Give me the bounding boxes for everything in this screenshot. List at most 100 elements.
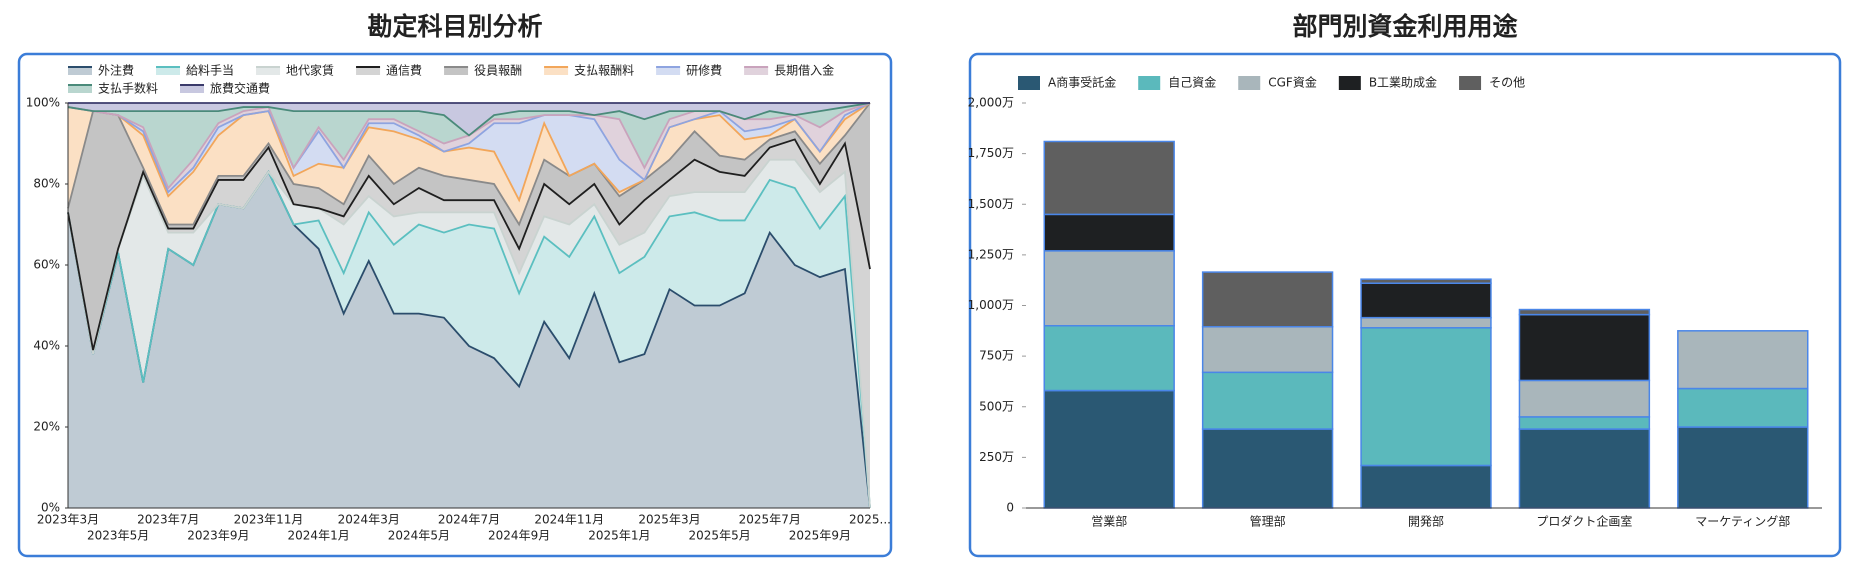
x-tick-label: 開発部 (1408, 514, 1444, 529)
y-tick-label: 1,000万 (968, 298, 1014, 312)
x-tick-label: 2023年3月 (37, 513, 99, 527)
area (68, 103, 870, 193)
legend-swatch (656, 67, 681, 75)
legend-swatch (256, 67, 281, 75)
legend-label: 自己資金 (1168, 75, 1216, 90)
y-tick-label: 1,500万 (968, 197, 1014, 211)
legend-swatch (444, 67, 469, 75)
area-line (67, 102, 871, 137)
bar (1201, 326, 1334, 374)
area (68, 103, 870, 351)
bar (1677, 387, 1809, 428)
legend-label: 給料手当 (186, 64, 234, 78)
legend-swatch (180, 85, 205, 93)
x-tick-label: 2024年7月 (438, 513, 500, 527)
legend-swatch (68, 85, 92, 93)
bar (1518, 379, 1651, 418)
y-tick-label: 0 (1006, 501, 1014, 515)
bar (1360, 282, 1492, 319)
area-line (67, 102, 871, 227)
legend-label: 支払手数料 (98, 81, 158, 96)
area (68, 171, 870, 508)
x-tick-label: 2025... (849, 513, 891, 527)
y-tick-label: 500万 (979, 399, 1014, 413)
legend-swatch (1138, 76, 1161, 90)
x-tick-label: 2025年3月 (638, 513, 700, 527)
legend-swatch (1018, 76, 1040, 90)
chart-title: 部門別資金利用用途 (1292, 12, 1518, 41)
y-tick-label: 250万 (979, 450, 1014, 464)
legend-swatch (68, 67, 92, 75)
y-tick-label: 60% (33, 258, 60, 272)
legend-label: 地代家賃 (286, 63, 334, 78)
x-tick-label: 2025年5月 (689, 529, 751, 543)
bar (1518, 313, 1651, 382)
area-line (67, 138, 871, 351)
x-tick-label: 2023年9月 (187, 529, 249, 543)
bar (1360, 327, 1492, 467)
bar (1518, 308, 1651, 316)
area-line (67, 102, 871, 203)
legend-swatch (1238, 76, 1261, 90)
x-tick-label: 2023年11月 (234, 513, 304, 527)
bar (1043, 250, 1175, 327)
x-tick-label: 2024年11月 (534, 513, 604, 527)
y-tick-label: 80% (33, 177, 60, 191)
area (68, 171, 870, 508)
x-tick-label: プロダクト企画室 (1536, 514, 1632, 529)
bar (1518, 416, 1651, 430)
chart-title: 勘定科目別分析 (367, 12, 542, 41)
y-tick-label: 0% (41, 501, 60, 515)
legend-swatch (544, 67, 569, 75)
x-tick-label: 2025年7月 (739, 513, 801, 527)
area-line (67, 102, 871, 194)
legend-label: 長期借入金 (774, 63, 834, 78)
area (68, 159, 870, 508)
legend-label: 外注費 (98, 63, 134, 78)
bar (1201, 428, 1334, 509)
x-tick-label: 2023年7月 (137, 513, 199, 527)
legend-label: 支払報酬料 (574, 64, 634, 78)
bar (1043, 213, 1175, 252)
legend-swatch (356, 67, 381, 75)
legend-swatch (1338, 76, 1361, 90)
y-tick-label: 750万 (979, 349, 1014, 363)
bar (1360, 464, 1492, 509)
legend-label: 役員報酬 (474, 63, 522, 78)
x-tick-label: 2025年1月 (588, 529, 650, 543)
bar (1201, 271, 1334, 328)
y-tick-label: 40% (33, 339, 60, 353)
x-tick-label: 2024年3月 (338, 513, 400, 527)
y-tick-label: 20% (33, 420, 60, 434)
x-tick-label: 営業部 (1091, 514, 1127, 529)
legend-label: その他 (1489, 76, 1525, 90)
legend-label: B工業助成金 (1369, 75, 1437, 90)
legend-label: A商事受託金 (1048, 75, 1116, 90)
x-tick-label: 2023年5月 (87, 529, 149, 543)
area-line (67, 170, 871, 509)
area-line (67, 158, 871, 509)
bar (1360, 316, 1492, 329)
legend-swatch (1459, 76, 1482, 90)
bar (1043, 389, 1175, 509)
legend-label: 研修費 (686, 63, 722, 78)
x-tick-label: マーケティング部 (1695, 514, 1790, 529)
bar (1360, 278, 1492, 284)
bar (1677, 426, 1809, 509)
x-tick-label: 2024年5月 (388, 529, 450, 543)
bar (1043, 140, 1175, 216)
legend-swatch (156, 67, 181, 75)
area (68, 103, 870, 225)
y-tick-label: 1,750万 (968, 146, 1014, 160)
x-tick-label: 2024年1月 (288, 529, 350, 543)
legend-swatch (744, 67, 769, 75)
x-tick-label: 管理部 (1250, 514, 1286, 529)
x-tick-label: 2024年9月 (488, 529, 550, 543)
y-tick-label: 2,000万 (968, 96, 1014, 110)
bar (1043, 325, 1175, 392)
bar (1677, 330, 1809, 390)
bar (1518, 428, 1651, 509)
x-tick-label: 2025年9月 (789, 529, 851, 543)
